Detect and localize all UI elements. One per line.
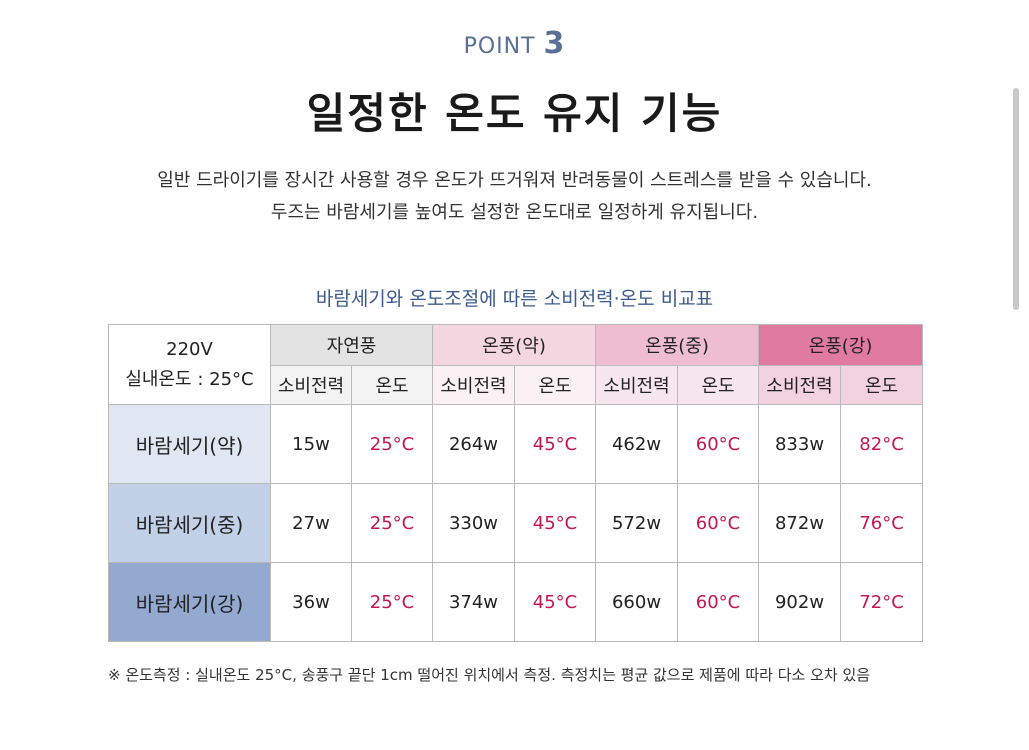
page-title: 일정한 온도 유지 기능 (306, 89, 723, 138)
temp-cell: 82°C (840, 404, 924, 484)
point-number: 3 (543, 26, 566, 61)
group-header-warm-mid: 온풍(중) (595, 324, 760, 366)
row-header-wind-high: 바람세기(강) (108, 562, 271, 642)
description: 일반 드라이기를 장시간 사용할 경우 온도가 뜨거워져 반려동물이 스트레스를… (0, 165, 1029, 229)
temp-cell: 45°C (513, 562, 597, 642)
table-row: 바람세기(중) 27w 25°C 330w 45°C 572w 60°C 872… (108, 483, 924, 563)
table-row: 바람세기(강) 36w 25°C 374w 45°C 660w 60°C 902… (108, 562, 924, 642)
description-line-1: 일반 드라이기를 장시간 사용할 경우 온도가 뜨거워져 반려동물이 스트레스를… (157, 170, 872, 191)
power-cell: 872w (758, 483, 842, 563)
row-header-wind-mid: 바람세기(중) (108, 483, 271, 563)
room-temp-label: 실내온도 : 25°C (125, 368, 254, 390)
power-cell: 27w (270, 483, 352, 563)
power-cell: 660w (595, 562, 679, 642)
temp-cell: 72°C (840, 562, 924, 642)
temp-cell: 60°C (677, 483, 760, 563)
sub-header-temp: 온도 (677, 365, 760, 405)
sub-header-temp: 온도 (513, 365, 597, 405)
temp-cell: 25°C (351, 404, 433, 484)
sub-header-row: 소비전력 온도 소비전력 온도 소비전력 온도 소비전력 온도 (109, 365, 924, 405)
temp-cell: 45°C (513, 404, 597, 484)
temp-cell: 25°C (351, 562, 433, 642)
power-cell: 462w (595, 404, 679, 484)
power-cell: 330w (432, 483, 515, 563)
table-corner: 220V 실내온도 : 25°C (108, 324, 271, 405)
temp-cell: 76°C (840, 483, 924, 563)
sub-header-temp: 온도 (840, 365, 924, 405)
comparison-table: 220V 실내온도 : 25°C 자연풍 온풍(약) 온풍(중) 온풍(강) 소… (108, 324, 924, 642)
temp-cell: 60°C (677, 562, 760, 642)
power-cell: 902w (758, 562, 842, 642)
group-header-warm-low: 온풍(약) (431, 324, 597, 366)
temp-cell: 25°C (351, 483, 433, 563)
power-cell: 833w (758, 404, 842, 484)
temp-cell: 45°C (513, 483, 597, 563)
power-cell: 572w (595, 483, 679, 563)
point-label: POINT 3 (0, 26, 1029, 61)
table-row: 바람세기(약) 15w 25°C 264w 45°C 462w 60°C 833… (108, 404, 924, 484)
sub-header-temp: 온도 (351, 365, 433, 405)
sub-header-power: 소비전력 (595, 365, 679, 405)
description-line-2: 두즈는 바람세기를 높여도 설정한 온도대로 일정하게 유지됩니다. (270, 202, 759, 223)
group-header-warm-high: 온풍(강) (758, 324, 924, 366)
power-cell: 15w (270, 404, 352, 484)
temp-cell: 60°C (677, 404, 760, 484)
power-cell: 36w (270, 562, 352, 642)
power-cell: 264w (432, 404, 515, 484)
sub-header-power: 소비전력 (758, 365, 842, 405)
group-header-natural: 자연풍 (270, 324, 433, 366)
sub-header-power: 소비전력 (270, 365, 352, 405)
sub-header-power: 소비전력 (432, 365, 515, 405)
footnote: ※ 온도측정 : 실내온도 25°C, 송풍구 끝단 1cm 떨어진 위치에서 … (108, 666, 871, 684)
point-text: POINT (463, 34, 536, 59)
voltage-label: 220V (166, 338, 213, 360)
table-caption: 바람세기와 온도조절에 따른 소비전력·온도 비교표 (315, 288, 714, 310)
group-header-row: 220V 실내온도 : 25°C 자연풍 온풍(약) 온풍(중) 온풍(강) (108, 324, 924, 405)
row-header-wind-low: 바람세기(약) (108, 404, 271, 484)
power-cell: 374w (432, 562, 515, 642)
scrollbar-thumb[interactable] (1013, 88, 1019, 310)
